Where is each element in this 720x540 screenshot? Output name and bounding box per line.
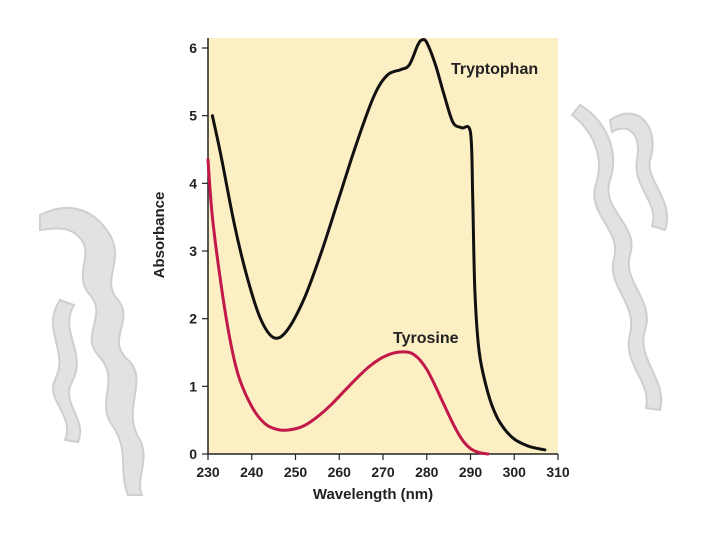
x-tick-label: 240 [240, 464, 264, 480]
y-tick-label: 1 [189, 378, 197, 394]
protein-ribbon-illustration-left [39, 206, 145, 496]
x-tick-label: 230 [196, 464, 220, 480]
y-axis-ticks: 0 1 2 3 4 5 6 [189, 40, 208, 462]
y-tick-label: 4 [189, 175, 197, 191]
x-tick-label: 270 [371, 464, 395, 480]
series-lines [206, 37, 547, 456]
x-tick-label: 300 [503, 464, 527, 480]
series-label-tryptophan: Tryptophan [451, 61, 538, 78]
x-tick-label: 250 [284, 464, 308, 480]
y-tick-label: 0 [189, 446, 197, 462]
x-tick-label: 280 [415, 464, 439, 480]
series-line-tryptophan [210, 37, 547, 452]
y-tick-label: 3 [189, 243, 197, 259]
y-tick-label: 6 [189, 40, 197, 56]
y-tick-label: 5 [189, 108, 197, 124]
x-axis-ticks: 230 240 250 260 270 280 290 300 310 [196, 454, 570, 480]
x-tick-label: 290 [459, 464, 483, 480]
y-axis-title: Absorbance [151, 192, 168, 279]
y-tick-label: 2 [189, 311, 197, 327]
series-label-tyrosine: Tyrosine [393, 330, 459, 347]
x-tick-label: 310 [546, 464, 570, 480]
plot-area [208, 38, 558, 454]
series-line-tyrosine [206, 158, 490, 456]
x-tick-label: 260 [328, 464, 352, 480]
x-axis-title: Wavelength (nm) [313, 486, 433, 503]
protein-ribbon-illustration-right [570, 103, 668, 412]
